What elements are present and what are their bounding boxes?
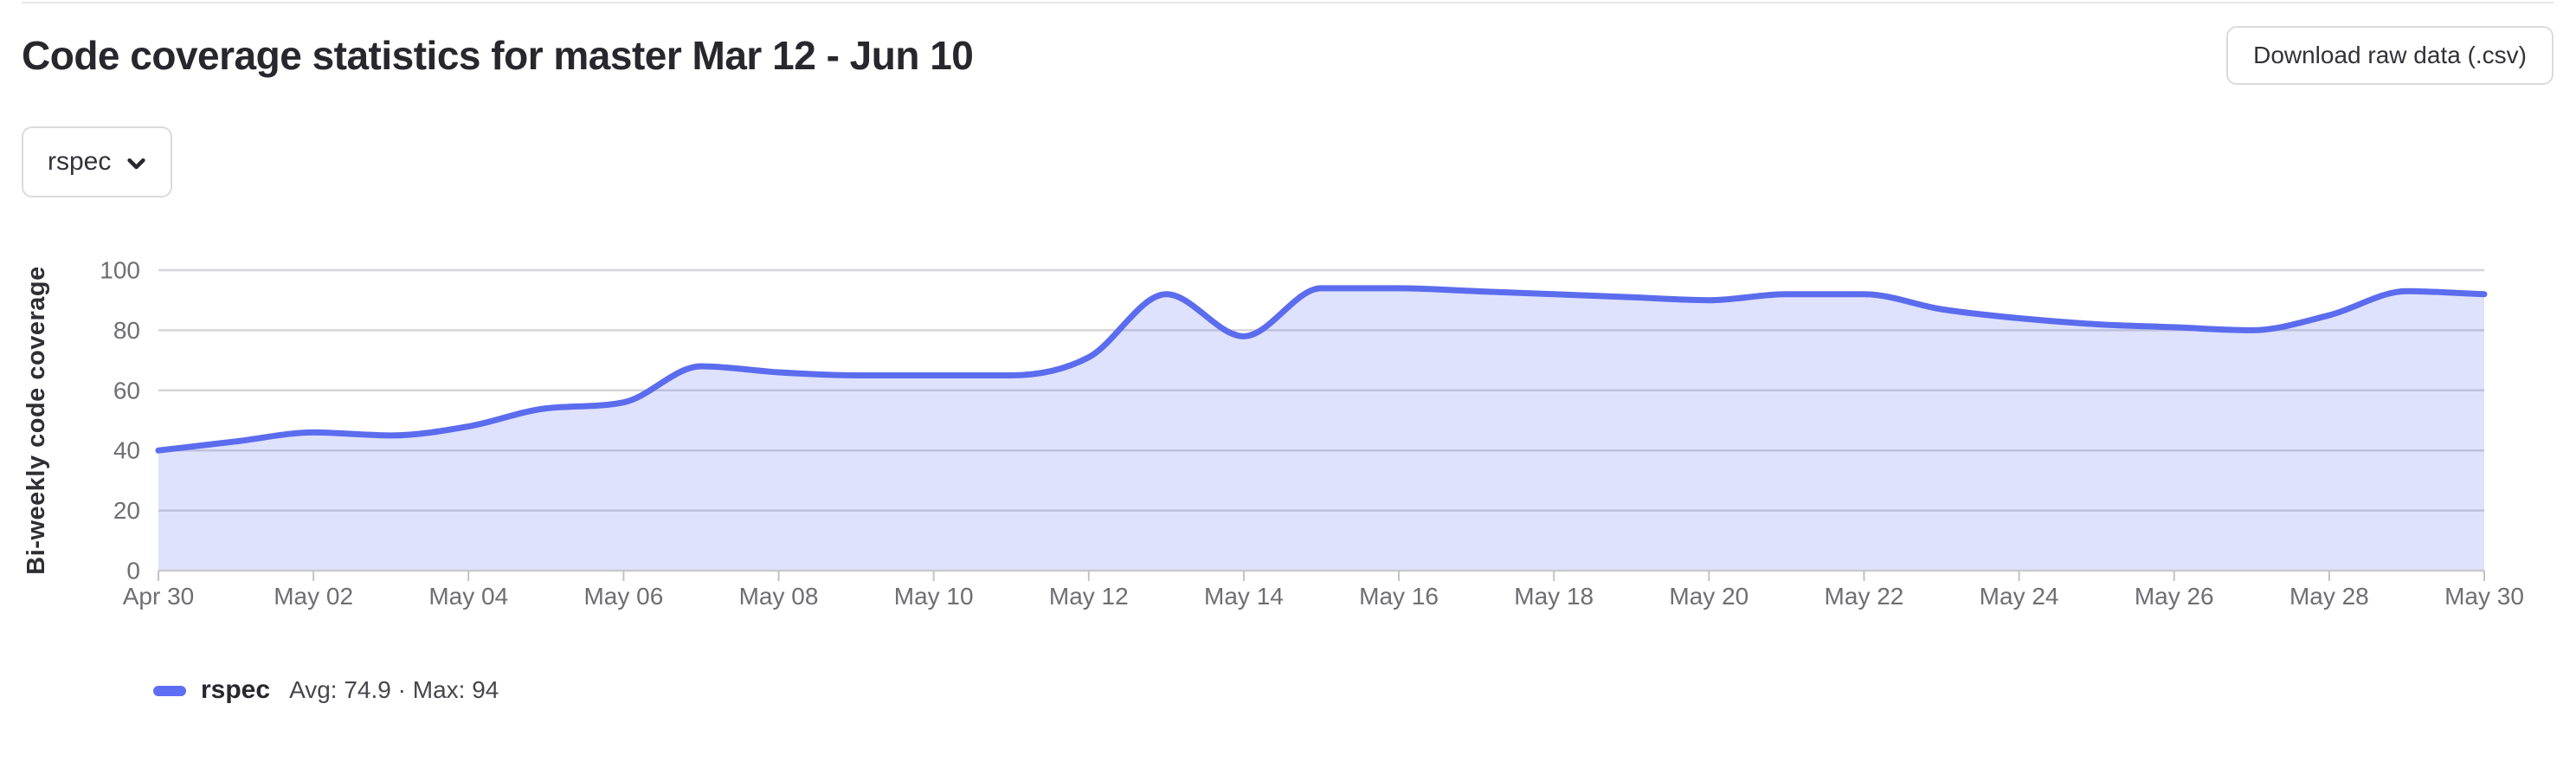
x-tick-label: May 30 bbox=[2444, 583, 2524, 610]
y-tick-label: 40 bbox=[113, 437, 140, 464]
legend-series-stats: Avg: 74.9 · Max: 94 bbox=[289, 676, 499, 703]
chevron-down-icon bbox=[127, 158, 145, 170]
x-tick-label: May 08 bbox=[739, 583, 819, 610]
x-tick-label: May 10 bbox=[894, 583, 974, 610]
x-tick-label: May 20 bbox=[1669, 583, 1748, 610]
y-tick-label: 60 bbox=[113, 377, 140, 404]
chart-legend-item-rspec[interactable]: rspec Avg: 74.9 · Max: 94 bbox=[153, 673, 499, 707]
x-tick-label: May 04 bbox=[428, 583, 508, 610]
y-tick-label: 80 bbox=[113, 317, 140, 344]
download-csv-button[interactable]: Download raw data (.csv) bbox=[2226, 26, 2553, 85]
x-tick-label: May 02 bbox=[274, 583, 353, 610]
x-tick-label: May 16 bbox=[1359, 583, 1439, 610]
coverage-job-dropdown[interactable]: rspec bbox=[22, 126, 173, 197]
top-divider bbox=[22, 2, 2553, 3]
legend-swatch-icon bbox=[153, 686, 186, 696]
y-axis-title: Bi-weekly code coverage bbox=[23, 266, 50, 574]
y-tick-label: 0 bbox=[126, 558, 140, 584]
x-tick-label: May 18 bbox=[1514, 583, 1594, 610]
x-tick-label: May 12 bbox=[1049, 583, 1129, 610]
series-area bbox=[158, 287, 2484, 571]
x-tick-label: May 28 bbox=[2289, 583, 2369, 610]
x-tick-label: Apr 30 bbox=[123, 583, 195, 610]
page-title: Code coverage statistics for master Mar … bbox=[22, 33, 974, 78]
legend-series-name: rspec bbox=[201, 675, 271, 704]
series-line bbox=[155, 285, 2488, 454]
coverage-job-dropdown-label: rspec bbox=[48, 147, 112, 176]
y-tick-label: 20 bbox=[113, 497, 140, 524]
x-tick-label: May 22 bbox=[1825, 583, 1904, 610]
x-tick-label: May 26 bbox=[2135, 583, 2214, 610]
page-header: Code coverage statistics for master Mar … bbox=[22, 26, 2553, 85]
x-tick-label: May 06 bbox=[583, 583, 663, 610]
x-tick-label: May 24 bbox=[1980, 583, 2059, 610]
y-tick-label: 100 bbox=[100, 257, 140, 284]
x-tick-label: May 14 bbox=[1204, 583, 1284, 610]
